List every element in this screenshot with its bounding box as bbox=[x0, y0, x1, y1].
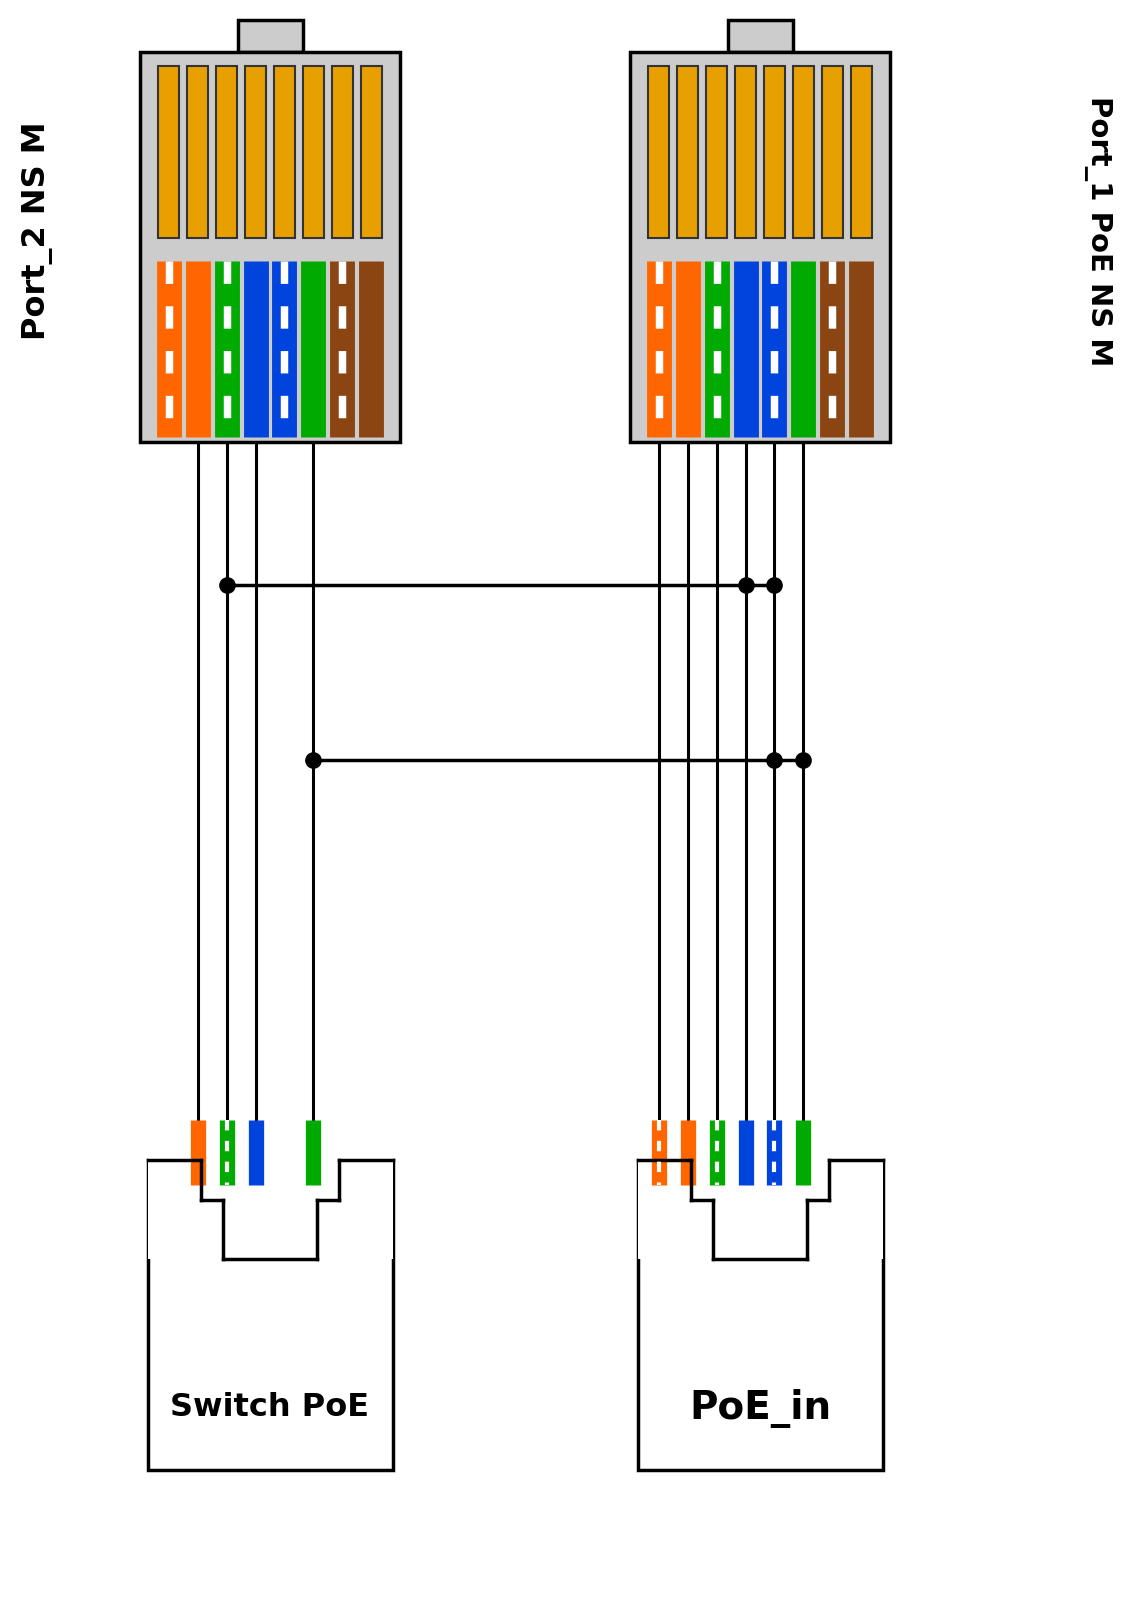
Bar bbox=[332, 66, 353, 237]
Bar bbox=[303, 66, 324, 237]
Bar bbox=[188, 66, 208, 237]
Bar bbox=[649, 66, 669, 237]
Text: Switch PoE: Switch PoE bbox=[171, 1392, 369, 1424]
Bar bbox=[246, 66, 266, 237]
Bar bbox=[238, 19, 302, 51]
Bar bbox=[361, 66, 381, 237]
Text: Port_1 PoE NS M: Port_1 PoE NS M bbox=[1084, 96, 1112, 366]
Bar bbox=[735, 66, 756, 237]
Bar bbox=[631, 51, 890, 442]
Text: Port_2 NS M: Port_2 NS M bbox=[23, 122, 53, 341]
Bar bbox=[140, 51, 400, 442]
Bar bbox=[764, 66, 784, 237]
Bar bbox=[274, 66, 294, 237]
Bar bbox=[637, 1157, 883, 1259]
Bar bbox=[792, 66, 814, 237]
Bar bbox=[216, 66, 237, 237]
Bar bbox=[851, 66, 872, 237]
Text: PoE_in: PoE_in bbox=[689, 1389, 831, 1427]
Bar bbox=[677, 66, 698, 237]
Bar bbox=[147, 1160, 393, 1470]
Bar bbox=[158, 66, 179, 237]
Bar bbox=[637, 1160, 883, 1470]
Bar bbox=[706, 66, 727, 237]
Bar bbox=[147, 1157, 393, 1259]
Bar bbox=[822, 66, 842, 237]
Bar bbox=[728, 19, 792, 51]
